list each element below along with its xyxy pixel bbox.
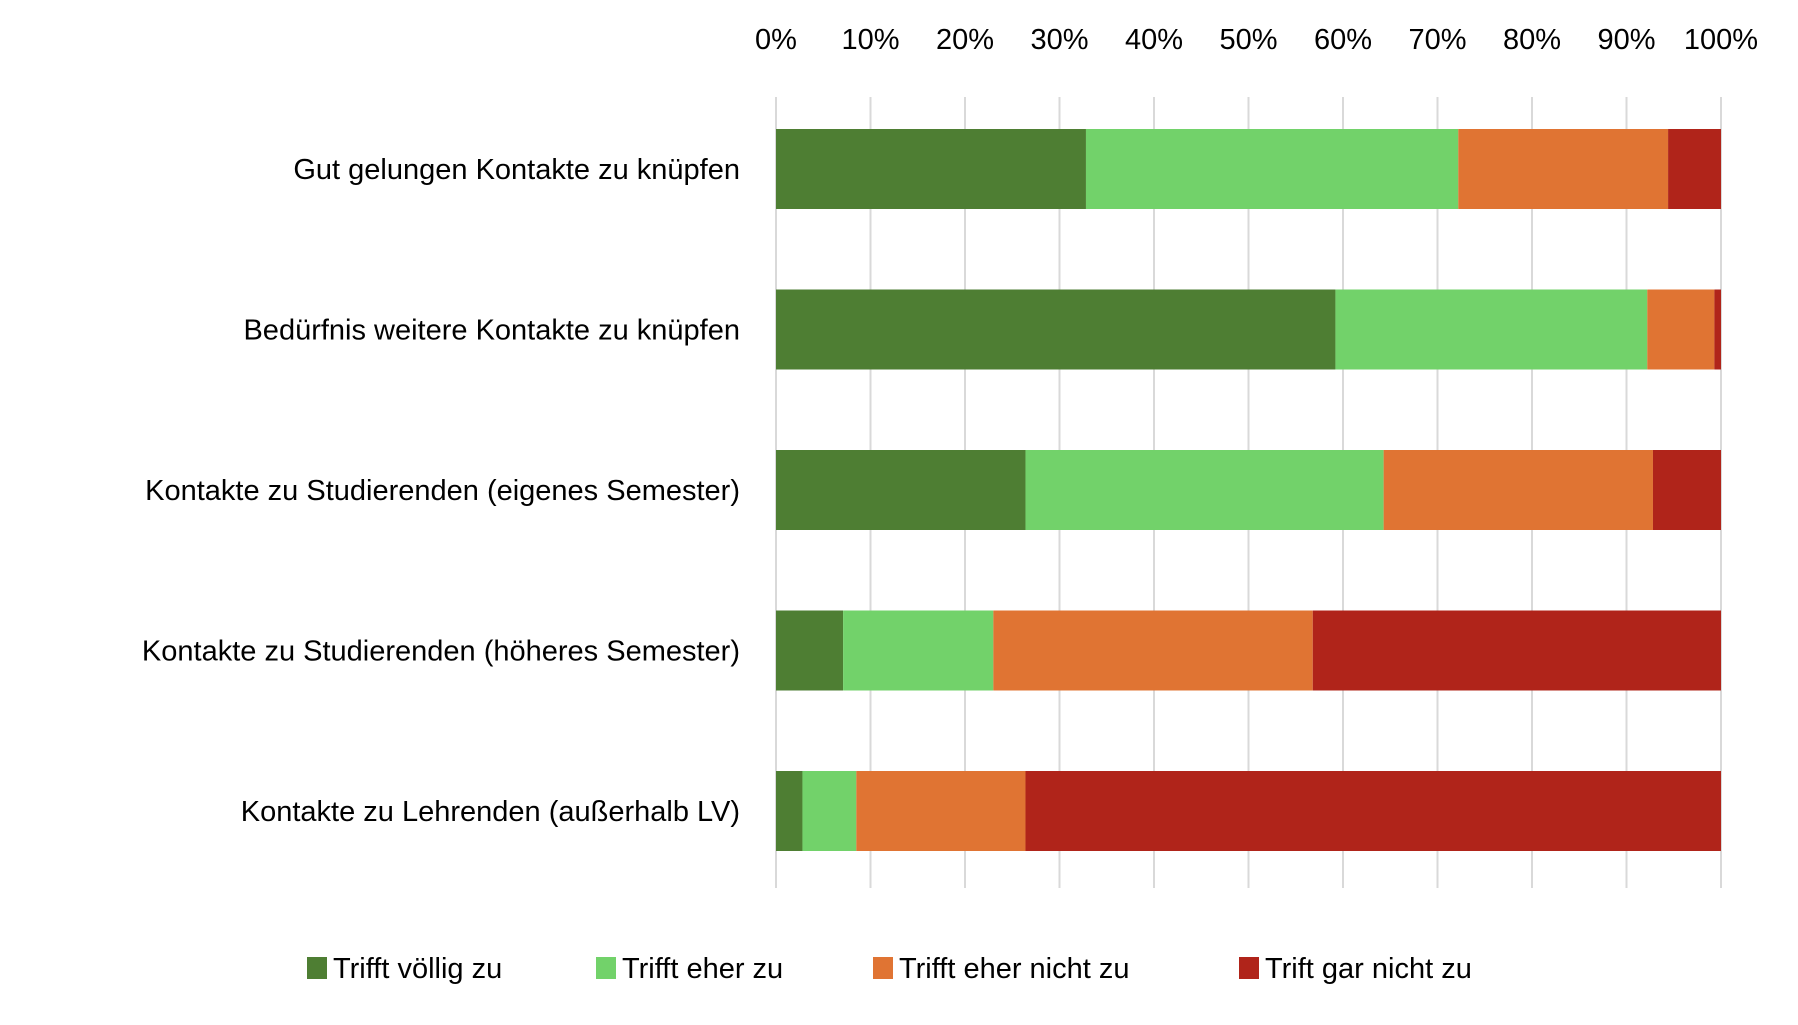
bar-segment [776, 289, 1336, 370]
legend-item: Trift gar nicht zu [1239, 953, 1472, 985]
category-labels: Gut gelungen Kontakte zu knüpfen Bedürfni… [142, 154, 740, 828]
legend-swatch [596, 957, 616, 979]
x-tick-label: 40% [1125, 24, 1183, 56]
category-label: Kontakte zu Lehrenden (außerhalb LV) [241, 796, 740, 828]
bar-segment [1647, 289, 1715, 370]
bar-segment [1652, 450, 1721, 530]
legend-swatch [307, 957, 327, 979]
bar-segment [1025, 771, 1721, 851]
x-tick-label: 50% [1219, 24, 1277, 56]
legend-label: Trifft völlig zu [333, 953, 502, 985]
x-tick-label: 60% [1314, 24, 1372, 56]
legend-item: Trifft eher zu [596, 953, 783, 985]
legend-label: Trift gar nicht zu [1265, 953, 1472, 985]
bar-segment [776, 610, 844, 691]
category-label: Bedürfnis weitere Kontakte zu knüpfen [243, 315, 740, 347]
legend-swatch [1239, 957, 1259, 979]
bar-segment [802, 771, 857, 851]
legend-swatch [873, 957, 893, 979]
x-tick-label: 100% [1684, 24, 1758, 56]
legend: Trifft völlig zu Trifft eher zu Trifft ehe… [307, 953, 1472, 985]
category-label: Gut gelungen Kontakte zu knüpfen [293, 154, 740, 186]
bar-segment [993, 610, 1313, 691]
bar-segment [843, 610, 994, 691]
legend-label: Trifft eher zu [622, 953, 783, 985]
bar-segment [776, 771, 803, 851]
category-label: Kontakte zu Studierenden (eigenes Semest… [145, 475, 740, 507]
x-tick-label: 20% [936, 24, 994, 56]
bar-segment [1383, 450, 1653, 530]
x-tick-labels: 0% 10% 20% 30% 40% 50% 60% 70% 80% 90% 100% [755, 24, 1758, 56]
bar-segment [776, 450, 1026, 530]
bar-segment [1458, 129, 1669, 209]
category-label: Kontakte zu Studierenden (höheres Semest… [142, 636, 740, 668]
bar-segment [1668, 129, 1721, 209]
legend-item: Trifft eher nicht zu [873, 953, 1130, 985]
bar-segment [856, 771, 1026, 851]
legend-item: Trifft völlig zu [307, 953, 502, 985]
bars [776, 129, 1721, 851]
bar-segment [1312, 610, 1721, 691]
x-tick-label: 70% [1408, 24, 1466, 56]
x-tick-label: 30% [1030, 24, 1088, 56]
bar-segment [1714, 289, 1721, 370]
x-tick-label: 80% [1503, 24, 1561, 56]
legend-label: Trifft eher nicht zu [899, 953, 1130, 985]
x-tick-label: 0% [755, 24, 797, 56]
x-tick-label: 10% [841, 24, 899, 56]
x-tick-label: 90% [1597, 24, 1655, 56]
bar-segment [776, 129, 1086, 209]
bar-segment [1025, 450, 1384, 530]
bar-segment [1085, 129, 1459, 209]
bar-segment [1335, 289, 1648, 370]
